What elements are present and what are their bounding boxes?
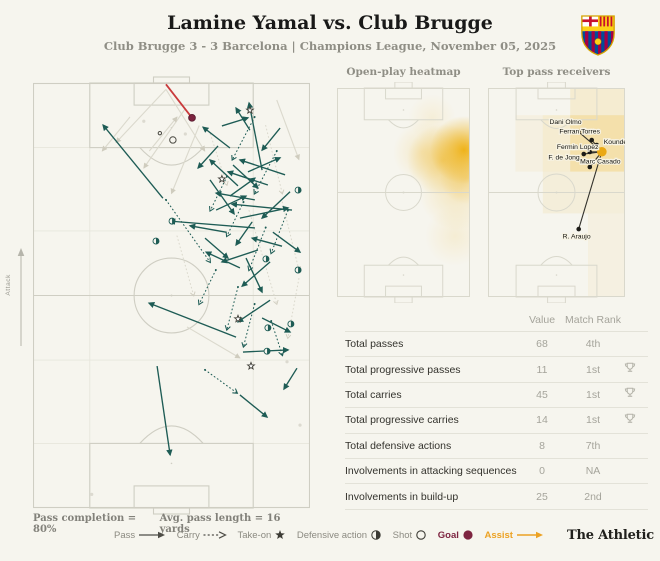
table-row: Total defensive actions 8 7th <box>345 434 648 459</box>
receiver-label: Fermin Lopez <box>557 144 599 151</box>
legend-item-pass: Pass <box>114 530 166 541</box>
stat-trophy-cell <box>624 413 648 428</box>
goal-dot-icon <box>463 530 473 540</box>
pitch-footer: Pass completion = 80% Avg. pass length =… <box>33 513 310 535</box>
stat-label: Total progressive carries <box>345 414 459 427</box>
avg-pass-length-note: Avg. pass length = 16 yards <box>159 513 281 535</box>
receiver-label: Dani Olmo <box>549 119 581 126</box>
stat-value: 11 <box>536 363 548 376</box>
stat-rank: 1st <box>585 363 600 376</box>
page-title: Lamine Yamal vs. Club Brugge <box>167 12 493 34</box>
legend-label: Goal <box>437 529 459 541</box>
table-row: Total progressive passes 11 1st <box>345 357 648 383</box>
stat-label: Total progressive passes <box>345 363 461 376</box>
stat-trophy-cell <box>624 362 648 377</box>
stat-value: 68 <box>536 338 548 351</box>
receiver-label: F. de Jong <box>548 154 580 161</box>
brand-logo: The Athletic <box>567 528 654 543</box>
trophy-icon <box>624 388 636 398</box>
stat-rank: 1st <box>585 388 600 401</box>
assist-arrow-icon <box>516 531 543 539</box>
receiver-label: Kounde <box>604 139 625 146</box>
legend-label: Shot <box>392 529 413 541</box>
stat-value: 14 <box>536 414 548 427</box>
legend-label: Defensive action <box>296 529 368 541</box>
receiver-label: Marc Casado <box>580 159 621 166</box>
stat-value: 0 <box>539 465 545 478</box>
pass-completion-note: Pass completion = 80% <box>33 513 137 535</box>
legend-label: Assist <box>484 529 513 541</box>
stat-rank: 7th <box>585 439 601 452</box>
trophy-icon <box>624 413 636 423</box>
stats-table-header: Value Match Rank <box>345 308 648 332</box>
legend-label: Carry <box>176 529 200 541</box>
fc-barcelona-crest-icon <box>581 15 615 56</box>
legend-item-takeon: Take-on <box>237 529 286 541</box>
carry-arrow-icon <box>203 531 227 539</box>
stat-label: Involvements in build-up <box>345 490 459 503</box>
attack-arrow-icon <box>17 248 25 256</box>
table-row: Involvements in build-up 25 2nd <box>345 484 648 510</box>
pass-arrow-icon <box>139 531 166 539</box>
take-on-star-icon <box>275 530 286 539</box>
page-subtitle: Club Brugge 3 - 3 Barcelona | Champions … <box>103 39 557 53</box>
stat-rank: NA <box>585 465 601 478</box>
stat-label: Total passes <box>345 338 404 351</box>
legend-item-carry: Carry <box>177 530 227 541</box>
main-pitch-chart <box>33 76 310 515</box>
chart-legend: Pass Carry Take-on Defensive action Shot Goal… <box>114 529 544 541</box>
table-row: Involvements in attacking sequences 0 NA <box>345 459 648 485</box>
attack-axis: Attack <box>5 244 32 354</box>
stat-rank: 2nd <box>584 490 602 503</box>
stat-label: Involvements in attacking sequences <box>345 465 517 478</box>
legend-item-assist: Assist <box>484 530 544 541</box>
receiver-label: R. Araujo <box>563 233 591 240</box>
stat-rank: 1st <box>585 414 600 427</box>
legend-item-goal: Goal <box>438 529 474 541</box>
receiver-label: Ferran Torres <box>559 129 600 136</box>
stats-table: Value Match Rank Total passes 68 4th Total … <box>345 308 648 510</box>
stat-rank: 4th <box>585 338 601 351</box>
trophy-icon <box>624 362 636 372</box>
attack-label: Attack <box>5 274 12 296</box>
stat-value: 8 <box>539 439 545 452</box>
heatmap-title: Open-play heatmap <box>346 66 461 78</box>
defensive-action-icon <box>371 530 381 540</box>
legend-item-shield: Defensive action <box>297 529 382 541</box>
table-row: Total progressive carries 14 1st <box>345 408 648 434</box>
legend-item-shot: Shot <box>393 529 428 541</box>
receivers-chart: Dani Olmo Ferran Torres Kounde Fermin Lopez… <box>488 82 625 303</box>
table-row: Total carries 45 1st <box>345 383 648 409</box>
legend-label: Take-on <box>237 529 272 541</box>
shot-circle-icon <box>416 530 426 540</box>
receivers-title: Top pass receivers <box>502 66 611 78</box>
stat-trophy-cell <box>624 387 648 402</box>
heatmap-chart <box>337 82 470 303</box>
table-row: Total passes 68 4th <box>345 332 648 358</box>
stat-value: 45 <box>536 388 548 401</box>
stat-label: Total defensive actions <box>345 439 452 452</box>
stat-label: Total carries <box>345 388 402 401</box>
legend-label: Pass <box>114 529 136 541</box>
column-header-match-rank: Match Rank <box>564 313 622 326</box>
column-header-value: Value <box>528 313 556 326</box>
stat-value: 25 <box>536 490 548 503</box>
